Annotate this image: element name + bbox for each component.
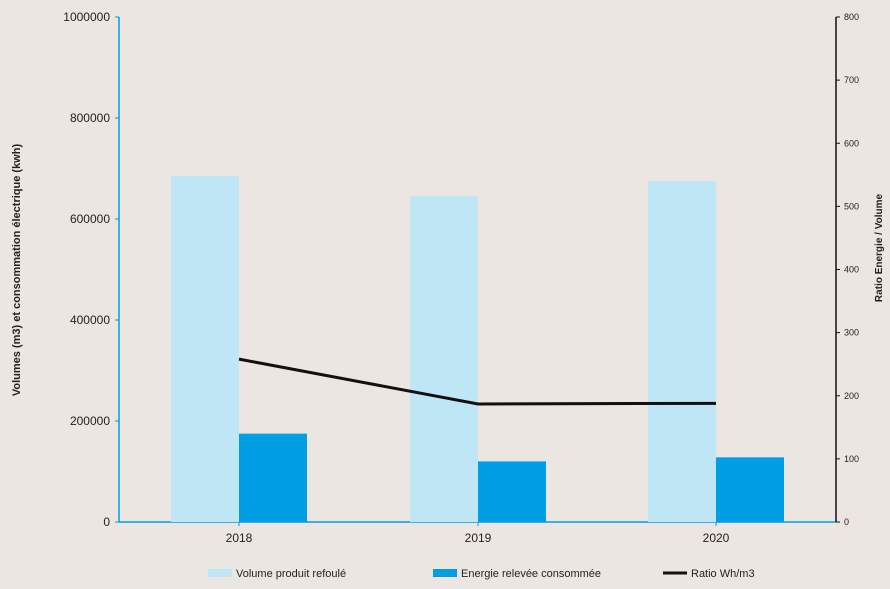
x-tick-label: 2019	[465, 531, 492, 545]
y-tick-label: 600000	[70, 212, 110, 226]
y2-tick-label: 300	[844, 328, 859, 338]
line-layer	[238, 357, 717, 406]
legend-swatch	[208, 569, 232, 577]
y2-tick-label: 500	[844, 201, 859, 211]
legend: Volume produit refoulé Energie relevée co…	[208, 568, 755, 580]
bars-layer	[171, 176, 784, 522]
y-tick-label: 0	[103, 515, 110, 529]
legend-label: Volume produit refoulé	[236, 568, 346, 580]
bar-volume	[648, 181, 716, 522]
bar-energy	[716, 457, 784, 522]
bar-energy	[478, 461, 546, 522]
y2-tick-label: 800	[844, 12, 859, 22]
y-tick-label: 1000000	[63, 10, 110, 24]
ticks-layer: 0 200000 400000 600000 800000 1000000 0 100 200 3…	[63, 10, 859, 545]
legend-swatch	[433, 569, 457, 577]
ratio-line	[238, 357, 717, 406]
bar-volume	[410, 196, 478, 522]
y2-tick-label: 600	[844, 138, 859, 148]
x-tick-label: 2018	[226, 531, 253, 545]
legend-label: Ratio Wh/m3	[691, 568, 755, 580]
y2-tick-label: 400	[844, 265, 859, 275]
x-tick-label: 2020	[703, 531, 730, 545]
y2-axis-label: Ratio Energie / Volume	[874, 193, 885, 302]
y-tick-label: 800000	[70, 111, 110, 125]
y2-tick-label: 0	[844, 517, 849, 527]
legend-label: Energie relevée consommée	[461, 568, 601, 580]
y-tick-label: 200000	[70, 414, 110, 428]
y-tick-label: 400000	[70, 313, 110, 327]
bar-volume	[171, 176, 239, 522]
y-axis-label: Volumes (m3) et consommation électrique …	[11, 144, 23, 397]
bar-energy	[239, 433, 307, 522]
y2-tick-label: 200	[844, 391, 859, 401]
y2-tick-label: 700	[844, 75, 859, 85]
y2-tick-label: 100	[844, 454, 859, 464]
